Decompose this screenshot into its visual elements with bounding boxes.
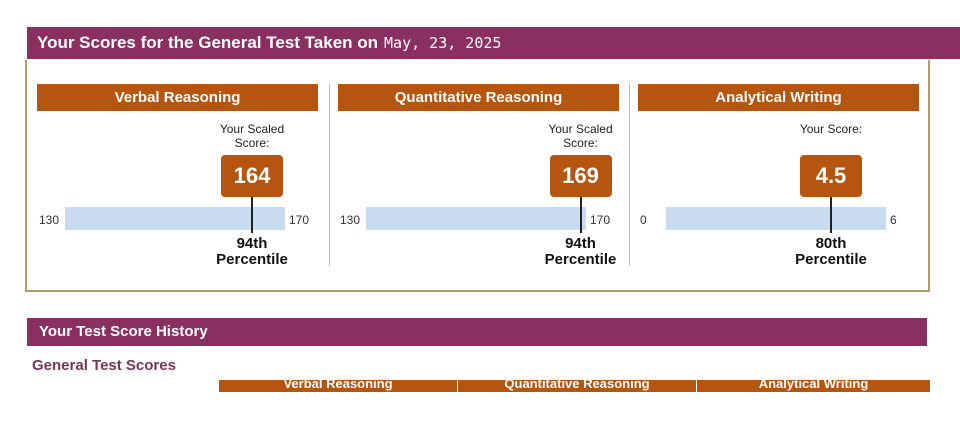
percentile-label: Percentile — [544, 251, 617, 268]
history-bar: Your Test Score History — [27, 318, 927, 346]
percentile-label: Percentile — [795, 251, 867, 268]
score-label: Your Scaled Score: — [219, 122, 285, 150]
max-label: 6 — [890, 213, 897, 227]
test-date: May, 23, 2025 — [384, 34, 502, 52]
header-title: Your Scores for the General Test Taken o… — [37, 33, 379, 52]
score-label: Your Score: — [799, 122, 863, 136]
score-box: 169 — [549, 155, 612, 197]
min-label: 0 — [640, 213, 647, 227]
history-column-header: Quantitative Reasoning — [457, 380, 696, 392]
max-label: 170 — [289, 213, 310, 227]
score-marker — [251, 195, 253, 233]
min-label: 130 — [340, 213, 361, 227]
percentile-value: 94th — [565, 235, 596, 252]
percentile-label: Percentile — [216, 251, 288, 268]
history-subtitle: General Test Scores — [32, 357, 176, 374]
score-marker — [579, 195, 582, 233]
divider — [329, 84, 330, 266]
percentile-value: 94th — [236, 235, 268, 252]
max-label: 170 — [590, 213, 611, 227]
history-column-header: Analytical Writing — [696, 380, 930, 392]
percentile-value: 80th — [815, 235, 847, 252]
divider — [629, 84, 630, 266]
score-bar — [65, 207, 285, 230]
score-box: 164 — [221, 155, 283, 197]
min-label: 130 — [39, 213, 60, 227]
section-header: Analytical Writing — [638, 84, 919, 111]
score-panel — [25, 60, 930, 292]
header-bar: Your Scores for the General Test Taken o… — [27, 27, 960, 59]
score-box: 4.5 — [800, 155, 862, 197]
score-bar — [366, 207, 586, 230]
score-label: Your Scaled Score: — [548, 122, 613, 150]
section-header: Quantitative Reasoning — [338, 84, 619, 111]
score-marker — [830, 195, 832, 233]
history-column-header: Verbal Reasoning — [218, 380, 457, 392]
score-bar — [666, 207, 886, 230]
section-header: Verbal Reasoning — [37, 84, 318, 111]
